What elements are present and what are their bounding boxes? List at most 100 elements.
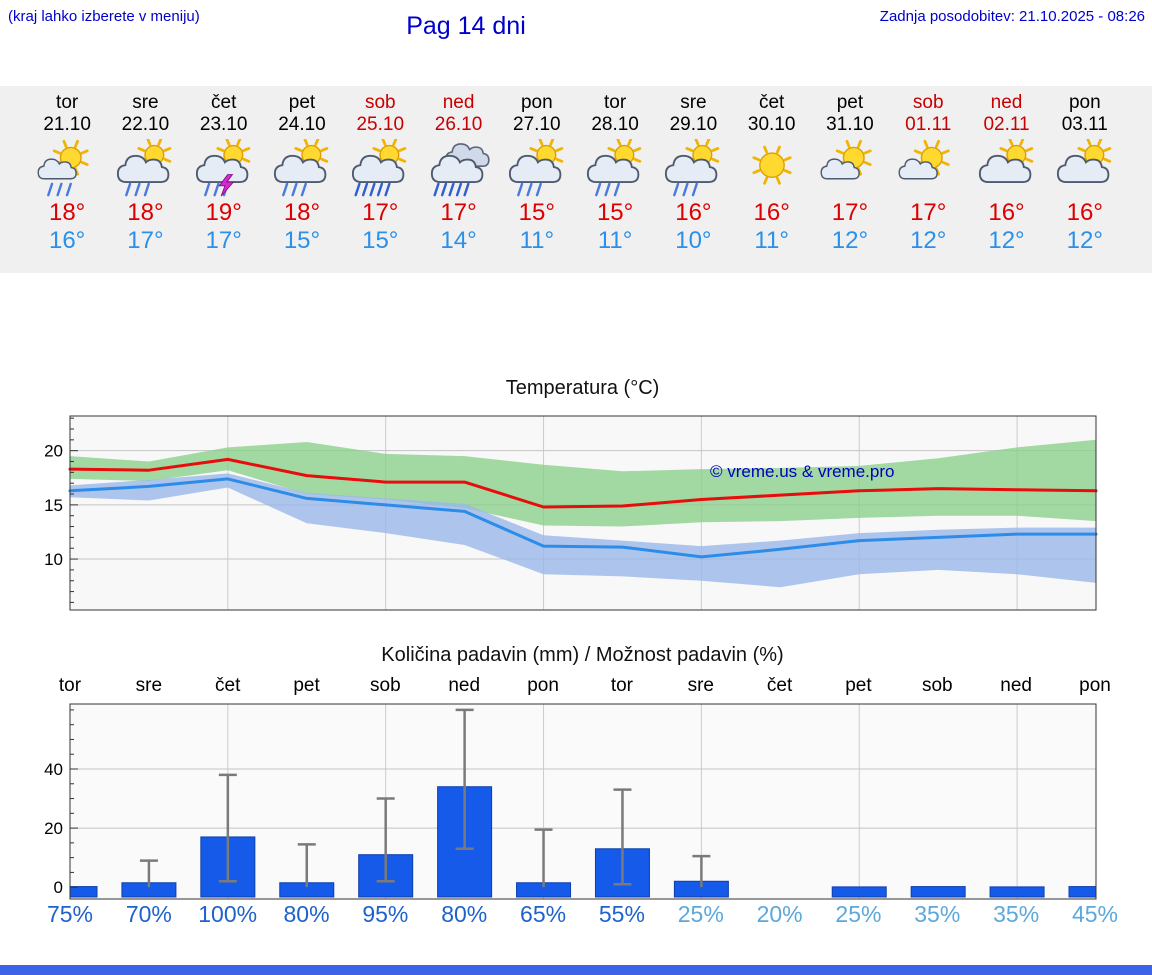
day-name: pet (288, 92, 316, 113)
weather-icon (345, 138, 415, 198)
footer-bar (0, 965, 1152, 975)
day-column[interactable]: tor 28.10 15° 11° (576, 86, 654, 273)
day-name: pon (1068, 92, 1101, 113)
day-temp-min: 15° (283, 227, 321, 254)
day-temp-min: 14° (440, 227, 477, 254)
day-column[interactable]: tor 21.10 18° 16° (28, 86, 106, 273)
day-strip-inner: tor 21.10 18° 16° sre 22.10 18° 17° čet … (0, 86, 1152, 273)
weather-icon (972, 138, 1042, 198)
sun-cloud-rain-icon (587, 139, 642, 197)
temp-y-tick-label: 10 (44, 550, 63, 569)
day-column[interactable]: sob 01.11 17° 12° (889, 86, 967, 273)
watermark: © vreme.us & vreme.pro (710, 462, 894, 481)
sun-small-cloud-icon (820, 139, 872, 180)
day-name: ned (442, 92, 475, 113)
sun-icon (752, 145, 792, 185)
precip-bar (1068, 886, 1096, 898)
sun-cloud-rain-icon (508, 139, 564, 197)
sun-cloud-rain-icon (665, 139, 720, 197)
sun-small-cloud-icon (898, 139, 950, 180)
day-name: pet (836, 92, 864, 113)
sun-cloud-icon (978, 139, 1033, 183)
weather-icon (1050, 138, 1120, 198)
day-date: 29.10 (669, 114, 718, 135)
precip-day-label: sre (687, 675, 714, 696)
precip-bar (70, 886, 98, 898)
day-column[interactable]: pet 31.10 17° 12° (811, 86, 889, 273)
day-name: čet (758, 92, 785, 113)
precip-percent: 70% (125, 901, 172, 927)
day-name: sre (132, 92, 159, 113)
day-temp-min: 16° (48, 227, 86, 254)
weather-icon (815, 138, 885, 198)
precip-percent: 100% (198, 901, 258, 927)
day-date: 28.10 (591, 114, 639, 135)
day-column[interactable]: čet 23.10 19° 17° (185, 86, 263, 273)
day-column[interactable]: sre 29.10 16° 10° (654, 86, 732, 273)
weather-icon (267, 138, 337, 198)
precip-percent: 55% (598, 901, 645, 927)
day-temp-min: 11° (519, 227, 555, 254)
day-temp-min: 10° (675, 227, 712, 254)
day-column[interactable]: čet 30.10 16° 11° (733, 86, 811, 273)
sun-cloud-rain-icon (273, 139, 329, 197)
day-name: sob (364, 92, 396, 113)
precip-day-label: pet (845, 675, 872, 696)
day-temp-max: 17° (440, 199, 477, 226)
precip-y-tick-label: 40 (44, 760, 63, 779)
precip-percent: 20% (756, 901, 803, 927)
day-date: 27.10 (513, 114, 561, 135)
day-temp-max: 16° (753, 199, 790, 226)
day-temp-max: 17° (362, 199, 399, 226)
precip-percent: 80% (283, 901, 330, 927)
day-date: 01.11 (905, 114, 952, 135)
day-column[interactable]: ned 02.11 16° 12° (967, 86, 1045, 273)
day-column[interactable]: sob 25.10 17° 15° (341, 86, 419, 273)
day-temp-max: 17° (910, 199, 947, 226)
sun-cloud-rain-icon (117, 139, 172, 197)
day-temp-max: 15° (596, 199, 634, 226)
weather-icon (32, 138, 102, 198)
min-temp-range-band (70, 473, 1096, 588)
day-name: tor (56, 92, 79, 113)
precip-day-label: pon (1079, 675, 1111, 696)
day-temp-max: 16° (675, 199, 712, 226)
day-date: 26.10 (434, 114, 483, 135)
precip-percent: 35% (914, 901, 961, 927)
day-temp-min: 12° (831, 227, 869, 254)
precip-day-label: sob (921, 675, 953, 696)
sun-cloud-heavy-rain-icon (352, 139, 407, 197)
day-column[interactable]: pon 27.10 15° 11° (498, 86, 576, 273)
day-temp-min: 12° (1066, 227, 1103, 254)
day-column[interactable]: pet 24.10 18° 15° (263, 86, 341, 273)
day-name: tor (604, 92, 627, 113)
day-column[interactable]: ned 26.10 17° 14° (419, 86, 497, 273)
max-temp-range-band (70, 439, 1096, 527)
temp-y-tick-label: 20 (44, 442, 63, 461)
day-temp-max: 15° (518, 199, 555, 226)
day-date: 22.10 (121, 114, 170, 135)
weather-icon (424, 138, 494, 198)
day-temp-max: 18° (283, 199, 321, 226)
day-temp-min: 17° (205, 227, 242, 254)
precip-percent: 65% (520, 901, 567, 927)
day-date: 25.10 (356, 114, 405, 135)
precip-day-label: ned (448, 675, 481, 696)
day-date: 23.10 (199, 114, 248, 135)
precip-day-label: tor (58, 675, 82, 696)
weather-icon (502, 138, 572, 198)
day-temp-max: 17° (831, 199, 869, 226)
temperature-chart-title: Temperatura (°C) (505, 377, 660, 399)
precip-y-tick-label: 0 (54, 878, 63, 897)
day-column[interactable]: sre 22.10 18° 17° (106, 86, 184, 273)
day-date: 03.11 (1061, 114, 1108, 135)
precip-bar (831, 886, 887, 898)
day-column[interactable]: pon 03.11 16° 12° (1046, 86, 1124, 273)
day-temp-min: 12° (910, 227, 947, 254)
day-temp-max: 16° (988, 199, 1025, 226)
day-date: 21.10 (43, 114, 91, 135)
precip-day-labels: tor sre čet pet sob ned pon tor sre čet pet sob ned p… (59, 675, 1111, 699)
precip-percent-row: 75% 70% 100% 80% 95% 80% 65% 55% 25% 20% 25% 35% 35%… (47, 901, 1118, 931)
precip-percent: 25% (835, 901, 882, 927)
